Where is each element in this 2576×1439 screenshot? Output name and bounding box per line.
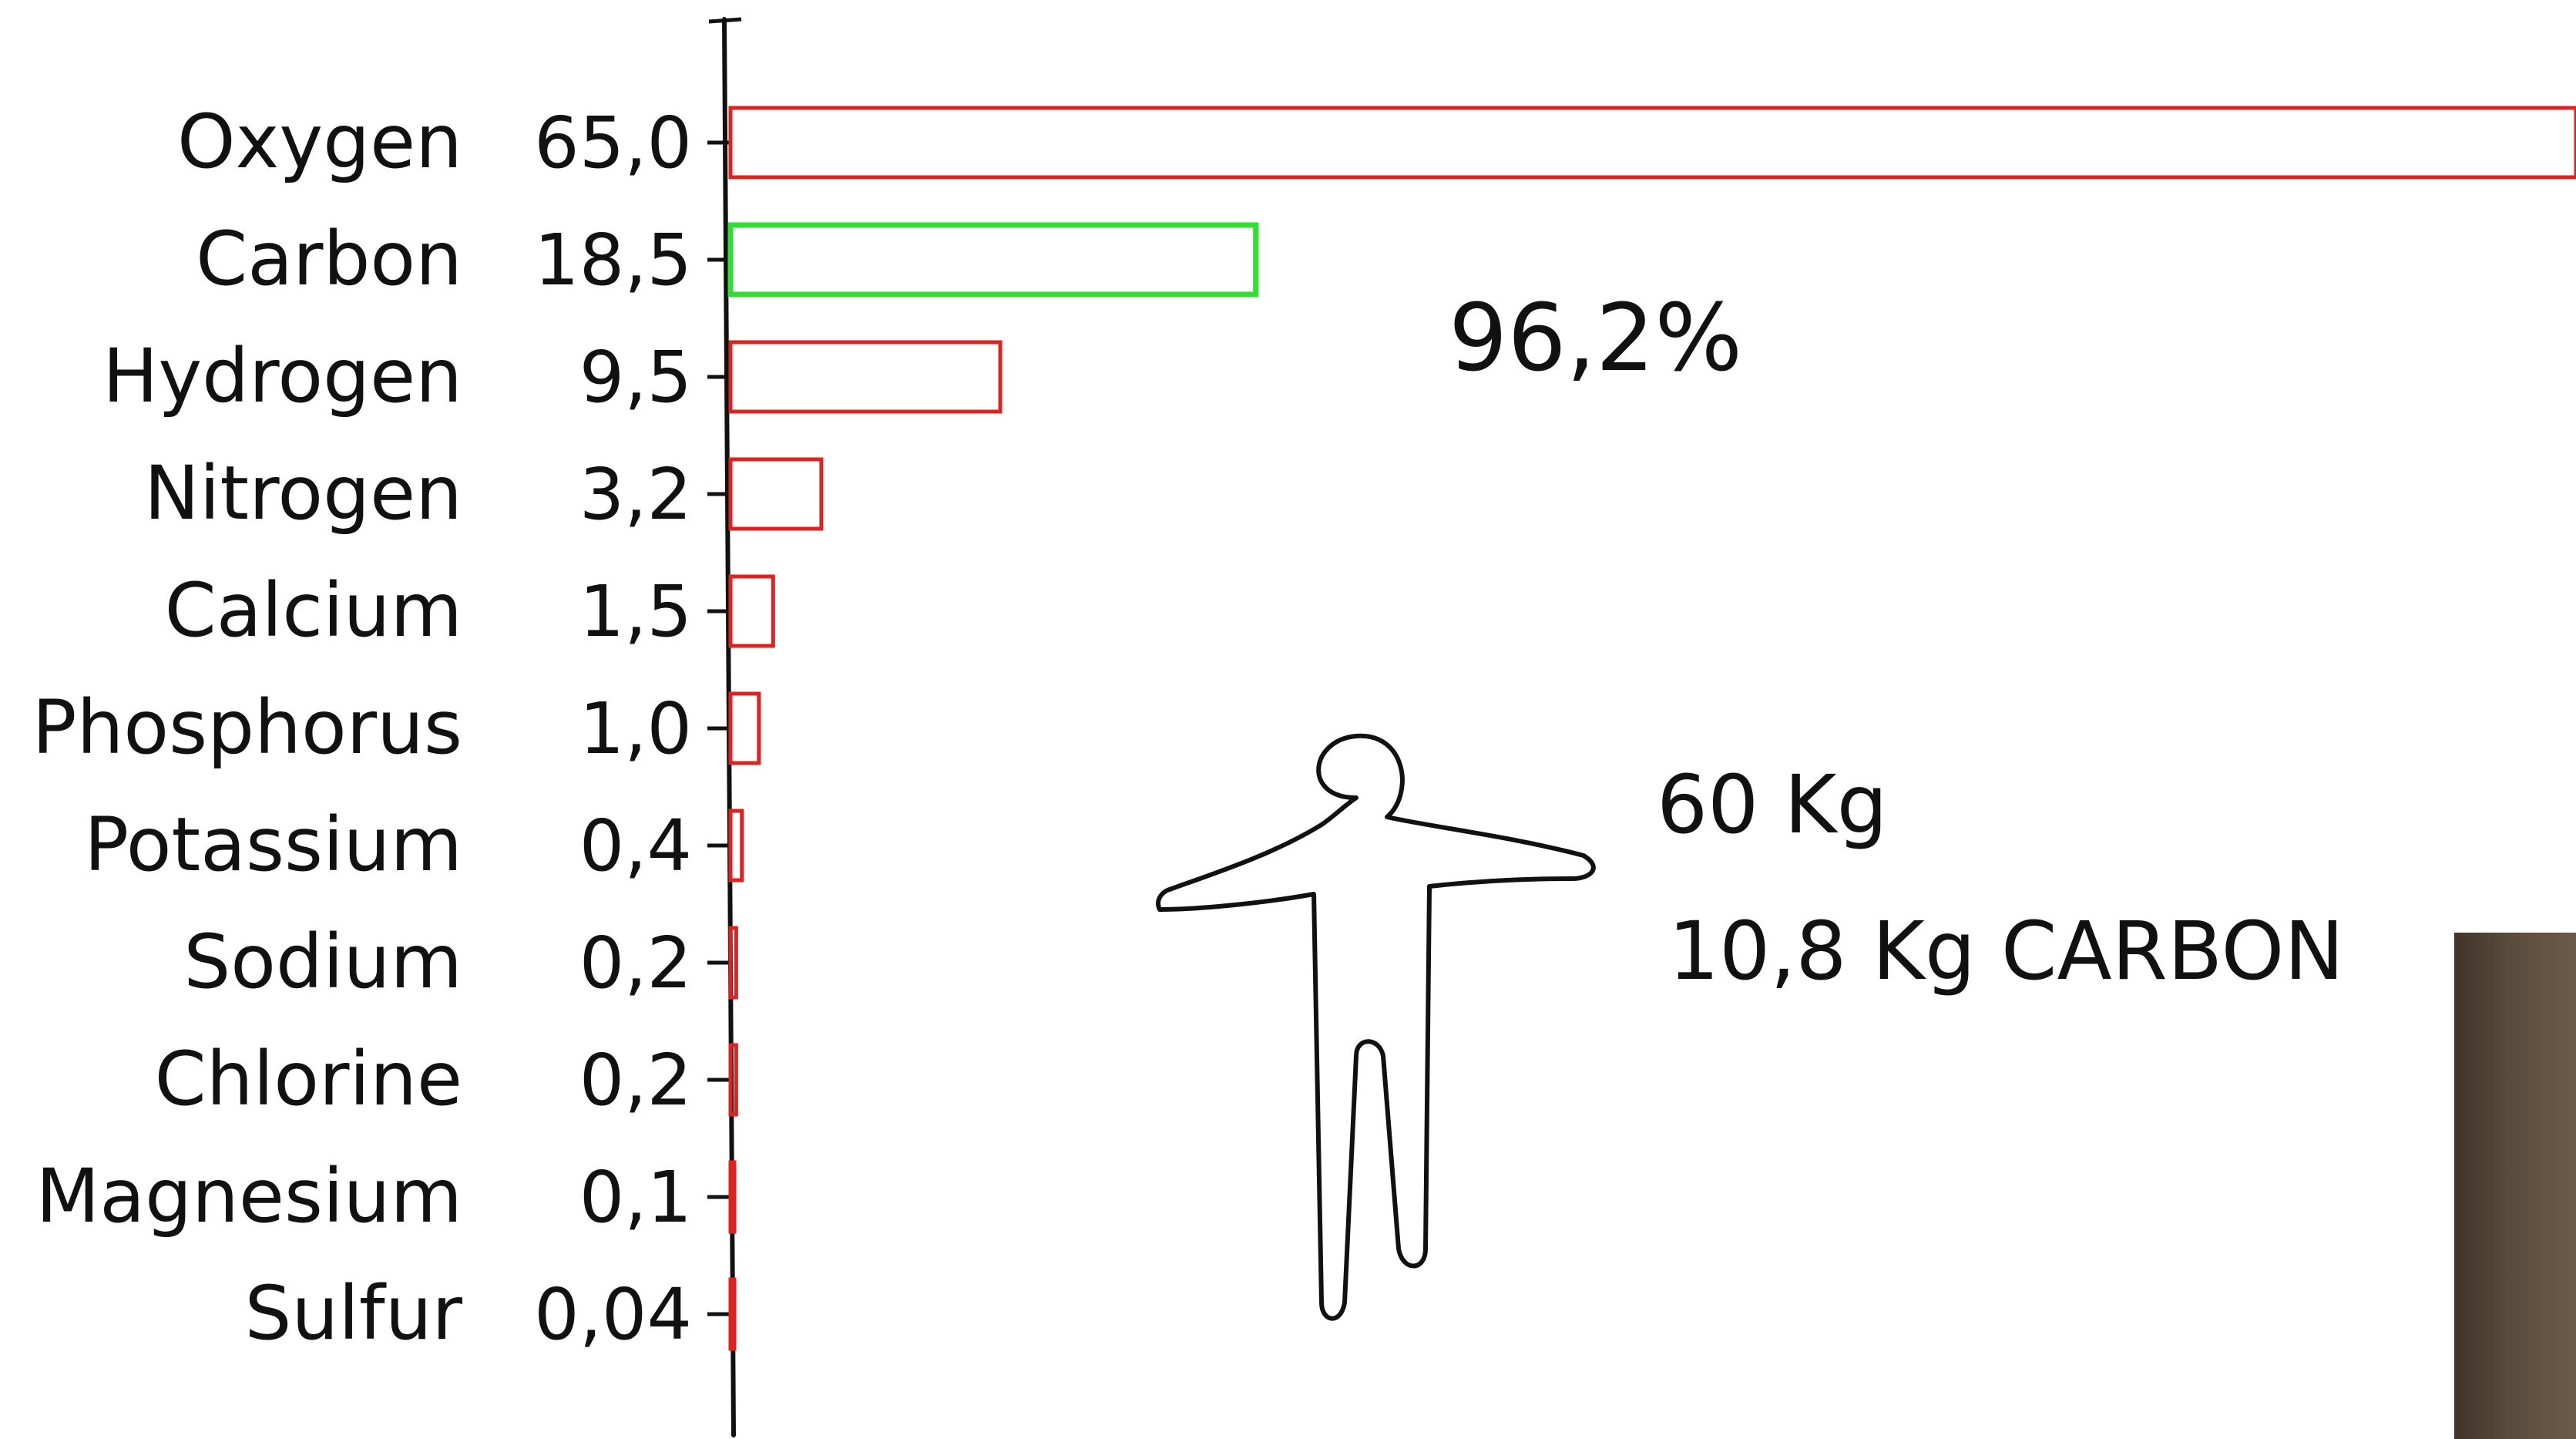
value-label-sodium: 0,2 (579, 922, 692, 1004)
category-label-sodium: Sodium (183, 919, 462, 1005)
value-label-chlorine: 0,2 (579, 1039, 692, 1121)
value-label-magnesium: 0,1 (579, 1156, 692, 1239)
bar-phosphorus (728, 691, 761, 765)
human-figure-icon (1156, 733, 1596, 1321)
category-label-phosphorus: Phosphorus (32, 684, 462, 771)
bar-chlorine (728, 1043, 738, 1117)
percent-annotation: 96,2% (1449, 285, 1742, 392)
value-label-nitrogen: 3,2 (579, 453, 692, 536)
bar-nitrogen (728, 457, 824, 531)
bars-layer (727, 106, 2576, 1351)
category-label-hydrogen: Hydrogen (102, 333, 462, 419)
category-label-carbon: Carbon (196, 216, 462, 302)
category-label-calcium: Calcium (165, 567, 462, 654)
category-label-magnesium: Magnesium (35, 1153, 462, 1239)
category-label-nitrogen: Nitrogen (144, 450, 462, 536)
mass-annotation: 60 Kg (1657, 758, 1888, 852)
value-label-sulfur: 0,04 (534, 1273, 692, 1356)
category-label-chlorine: Chlorine (155, 1036, 462, 1122)
bar-calcium (728, 574, 775, 648)
value-label-carbon: 18,5 (534, 219, 692, 301)
bar-hydrogen (728, 340, 1003, 414)
bar-carbon (727, 222, 1259, 298)
category-label-sulfur: Sulfur (244, 1270, 462, 1357)
bar-magnesium (728, 1160, 737, 1234)
category-label-potassium: Potassium (84, 802, 462, 888)
value-label-oxygen: 65,0 (534, 102, 692, 184)
labels-layer: 65,0 Oxygen 18,5 Carbon 9,5 Hydrogen 3,2 Nitrog… (32, 99, 692, 1357)
bar-sulfur (728, 1277, 737, 1351)
value-label-phosphorus: 1,0 (579, 688, 692, 770)
value-label-hydrogen: 9,5 (579, 336, 692, 419)
value-label-potassium: 0,4 (579, 805, 692, 887)
bar-oxygen (728, 106, 2576, 180)
category-label-oxygen: Oxygen (177, 99, 462, 185)
corner-photo-fragment (2454, 933, 2576, 1439)
bar-sodium (728, 926, 738, 1000)
bar-potassium (728, 809, 744, 883)
value-label-calcium: 1,5 (579, 570, 692, 653)
carbon-mass-annotation: 10,8 Kg CARBON (1668, 904, 2344, 998)
y-axis-cap (708, 17, 742, 24)
